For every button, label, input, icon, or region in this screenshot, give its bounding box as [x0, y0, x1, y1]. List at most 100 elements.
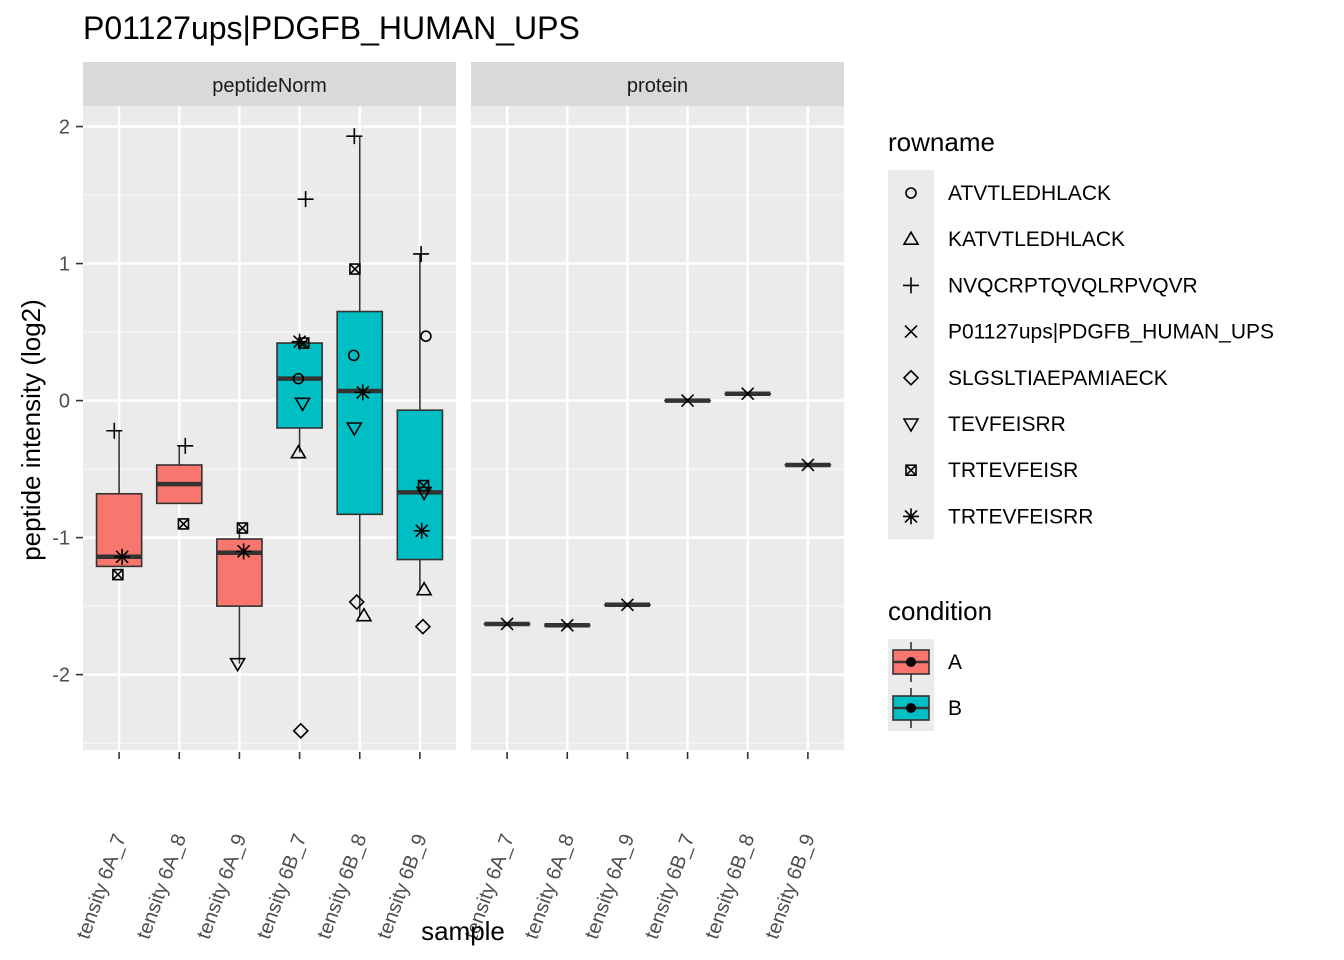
y-tick-label: 0 — [59, 391, 70, 413]
triangle-down-marker — [229, 657, 247, 673]
data-point-plus — [297, 191, 314, 208]
x-tick-label: tensity 6B_7 — [253, 831, 311, 942]
circle-marker — [292, 372, 305, 385]
triangle-down-marker — [415, 486, 433, 501]
y-tick-label: -1 — [52, 528, 70, 550]
square-marker — [417, 479, 430, 492]
circle-marker — [347, 349, 360, 362]
triangle-marker — [902, 230, 920, 245]
x-tick-label: tensity 6A_8 — [133, 831, 191, 942]
rowname-legend-label: KATVTLEDHLACK — [948, 228, 1125, 251]
y-tick-label: 1 — [59, 254, 70, 276]
cross-marker — [904, 325, 918, 339]
square-marker — [297, 337, 310, 349]
data-point-cross — [620, 598, 634, 612]
data-point-circle — [347, 349, 360, 362]
x-tick-label: tensity 6B_7 — [641, 831, 699, 942]
circle-marker — [420, 330, 432, 342]
cross-marker — [741, 387, 755, 401]
x-tick-label: tensity 6A_7 — [72, 831, 130, 942]
plus-marker — [177, 437, 194, 454]
data-point-triangle-down — [294, 397, 311, 412]
diamond-marker — [292, 722, 309, 739]
data-point-cross — [801, 458, 815, 472]
data-point-square-cross — [297, 337, 310, 349]
rowname-legend-label: NVQCRPTQVQLRPVQVR — [948, 274, 1198, 297]
legend-key-diamond — [902, 369, 920, 386]
plus-marker — [903, 277, 919, 294]
triangle-down-marker — [345, 422, 363, 437]
triangle-marker — [355, 607, 373, 622]
square-cross-marker — [349, 263, 361, 275]
rowname-legend-label: TRTEVFEISR — [948, 459, 1078, 482]
condition-legend-title: condition — [888, 596, 992, 626]
x-tick-label: tensity 6A_9 — [193, 831, 251, 942]
condition-legend-label: A — [948, 651, 962, 674]
asterisk-marker — [235, 543, 252, 560]
x-tick-label: tensity 6A_8 — [521, 831, 579, 942]
facet-strip-label: peptideNorm — [212, 75, 327, 97]
legend-key-bg — [888, 354, 934, 401]
data-point-plus — [106, 422, 123, 439]
panel-background — [83, 106, 456, 750]
data-point-asterisk — [114, 548, 131, 565]
data-point-triangle-down — [345, 422, 363, 437]
square-marker — [349, 263, 361, 275]
data-point-triangle-down — [415, 486, 433, 501]
data-point-diamond — [292, 722, 309, 739]
rowname-legend-label: ATVTLEDHLACK — [948, 182, 1111, 205]
triangle-marker — [415, 581, 433, 596]
diamond-marker — [902, 369, 920, 386]
data-point-triangle — [289, 444, 307, 459]
plus-marker — [106, 422, 123, 439]
rowname-legend-label: SLGSLTIAEPAMIAECK — [948, 367, 1168, 390]
diamond-marker — [348, 593, 365, 611]
data-point-asterisk — [413, 522, 430, 539]
box-body — [336, 310, 384, 516]
plus-marker — [346, 128, 363, 145]
data-point-square-cross — [349, 263, 361, 275]
rowname-legend-label: P01127ups|PDGFB_HUMAN_UPS — [948, 321, 1274, 344]
data-point-plus — [413, 245, 430, 262]
cross-marker — [801, 458, 815, 472]
cross-marker — [500, 617, 514, 631]
data-point-cross — [741, 387, 755, 401]
data-point-square-cross — [177, 518, 190, 530]
chart-title: P01127ups|PDGFB_HUMAN_UPS — [83, 10, 580, 46]
square-cross-marker — [236, 522, 248, 534]
condition-legend-label: B — [948, 697, 962, 720]
square-marker — [236, 522, 249, 534]
square-marker — [112, 568, 124, 581]
square-cross-marker — [417, 479, 430, 492]
cross-marker — [560, 618, 574, 632]
cross-marker — [681, 394, 695, 408]
box-body — [396, 409, 444, 561]
legend-key-bg — [888, 401, 934, 447]
data-point-circle — [420, 330, 432, 342]
box-tensity 6B_8 — [336, 136, 384, 616]
y-axis: -2 -1 0 1 2 — [52, 117, 83, 687]
cross-marker — [620, 598, 634, 612]
square-cross-marker — [177, 518, 190, 530]
data-point-square-cross — [417, 479, 430, 492]
rowname-legend-title: rowname — [888, 127, 995, 157]
data-point-triangle-down — [229, 657, 247, 673]
square-marker — [905, 464, 917, 477]
legend-key-cross — [904, 325, 918, 339]
square-cross-marker — [298, 337, 310, 349]
rowname-legend: rowname ATVTLEDHLACK KATVTLEDHLACK NVQCRPTQ… — [888, 127, 1274, 540]
facet-strip — [471, 62, 844, 106]
plus-marker — [297, 191, 314, 208]
asterisk-marker — [354, 384, 371, 401]
data-point-square-cross — [236, 522, 249, 534]
x-tick-label: tensity 6B_9 — [761, 831, 819, 942]
triangle-down-marker — [902, 418, 920, 433]
y-axis-label: peptide intensity (log2) — [16, 299, 46, 561]
legend-key-dot — [906, 703, 916, 713]
data-point-diamond — [348, 593, 365, 611]
legend-key-circle — [905, 187, 917, 199]
data-point-diamond — [414, 618, 432, 635]
